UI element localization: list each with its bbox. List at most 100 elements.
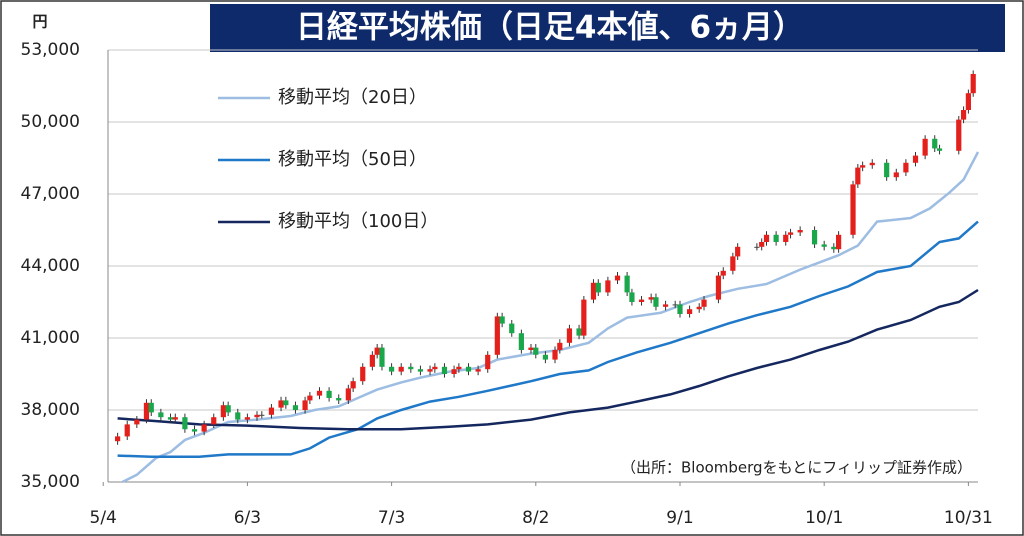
candle-body bbox=[797, 230, 803, 233]
candle-body bbox=[499, 316, 505, 324]
candle-body bbox=[360, 366, 366, 382]
candle-body bbox=[456, 366, 462, 370]
candle-body bbox=[307, 395, 313, 401]
candle-body bbox=[211, 417, 217, 425]
candle-body bbox=[922, 138, 928, 156]
candle-body bbox=[254, 414, 260, 418]
candle-body bbox=[509, 323, 515, 334]
candle-body bbox=[533, 347, 539, 355]
candle-body bbox=[836, 234, 842, 250]
candle-body bbox=[629, 292, 635, 302]
candle-body bbox=[417, 369, 424, 372]
candle-body bbox=[336, 398, 342, 401]
candle-body bbox=[936, 148, 943, 151]
candle-body bbox=[970, 74, 976, 94]
candle-body bbox=[960, 110, 967, 120]
legend-label: 移動平均（50日） bbox=[278, 149, 427, 170]
y-tick-label: 47,000 bbox=[21, 184, 80, 204]
x-tick-label: 7/3 bbox=[378, 508, 405, 528]
candle-body bbox=[379, 347, 385, 367]
candle-body bbox=[662, 304, 669, 307]
candle-body bbox=[653, 297, 659, 307]
moving-average-line bbox=[117, 288, 979, 431]
legend-label: 移動平均（100日） bbox=[278, 211, 438, 232]
candle-body bbox=[143, 402, 150, 420]
y-tick-label: 41,000 bbox=[21, 328, 80, 348]
candle-body bbox=[821, 244, 827, 247]
title-banner bbox=[210, 4, 1005, 52]
candle-body bbox=[624, 275, 630, 293]
y-tick-label: 50,000 bbox=[21, 112, 80, 132]
candle-body bbox=[225, 405, 231, 413]
candle-body bbox=[965, 93, 971, 110]
y-tick-label: 35,000 bbox=[21, 472, 80, 492]
x-tick-label: 8/2 bbox=[522, 508, 549, 528]
candle-body bbox=[590, 282, 597, 300]
candle-body bbox=[302, 400, 308, 410]
candle-body bbox=[292, 405, 299, 410]
candle-body bbox=[566, 328, 573, 343]
candle-body bbox=[283, 400, 289, 406]
moving-average-line bbox=[117, 220, 979, 459]
y-tick-label: 53,000 bbox=[21, 40, 80, 60]
candle-body bbox=[408, 366, 414, 370]
candle-body bbox=[244, 417, 250, 420]
candle-body bbox=[172, 417, 178, 420]
candle-body bbox=[432, 366, 438, 370]
candle-body bbox=[638, 299, 645, 302]
candle-body bbox=[201, 424, 207, 432]
candle-body bbox=[158, 412, 164, 418]
candle-body bbox=[268, 407, 275, 415]
candle-body bbox=[850, 184, 856, 235]
candle-body bbox=[614, 275, 621, 281]
candle-body bbox=[811, 230, 818, 245]
x-tick-label: 10/31 bbox=[944, 508, 993, 528]
candle-body bbox=[605, 280, 611, 293]
candle-body bbox=[576, 328, 582, 336]
candle-body bbox=[720, 270, 726, 276]
candle-body bbox=[687, 309, 693, 314]
candle-body bbox=[730, 256, 736, 271]
candle-body bbox=[124, 424, 130, 437]
candle-body bbox=[893, 172, 899, 178]
candle-body bbox=[542, 354, 549, 360]
candle-body bbox=[465, 366, 472, 372]
candle-body bbox=[912, 155, 919, 163]
candle-body bbox=[783, 234, 789, 242]
candle-body bbox=[148, 402, 154, 413]
candle-body bbox=[235, 412, 241, 420]
candle-body bbox=[595, 282, 601, 293]
y-tick-label: 44,000 bbox=[21, 256, 80, 276]
candle-body bbox=[903, 162, 909, 173]
candle-body bbox=[648, 297, 654, 300]
candle-body bbox=[701, 299, 707, 307]
candle-body bbox=[326, 390, 332, 398]
candle-body bbox=[427, 369, 433, 372]
x-tick-label: 5/4 bbox=[90, 508, 117, 528]
candle-body bbox=[932, 138, 938, 149]
candle-body bbox=[259, 414, 265, 416]
y-unit: 円 bbox=[32, 13, 47, 31]
x-tick-label: 9/1 bbox=[666, 508, 693, 528]
candle-body bbox=[475, 369, 481, 372]
candle-body bbox=[451, 369, 457, 374]
candle-body bbox=[715, 275, 722, 300]
candle-body bbox=[115, 436, 121, 442]
candle-body bbox=[182, 417, 188, 430]
candle-body bbox=[860, 165, 866, 168]
candle-body bbox=[528, 347, 534, 350]
candle-body bbox=[696, 306, 702, 310]
candle-body bbox=[956, 119, 962, 151]
candle-body bbox=[581, 299, 587, 336]
candle-body bbox=[518, 333, 524, 350]
source-bg bbox=[580, 457, 975, 479]
candle-body bbox=[494, 316, 500, 355]
legend-label: 移動平均（20日） bbox=[278, 87, 427, 108]
candle-body bbox=[787, 232, 794, 235]
candle-body bbox=[398, 366, 404, 372]
candle-body bbox=[735, 246, 741, 257]
candle-body bbox=[759, 242, 765, 247]
candle-body bbox=[220, 405, 226, 418]
